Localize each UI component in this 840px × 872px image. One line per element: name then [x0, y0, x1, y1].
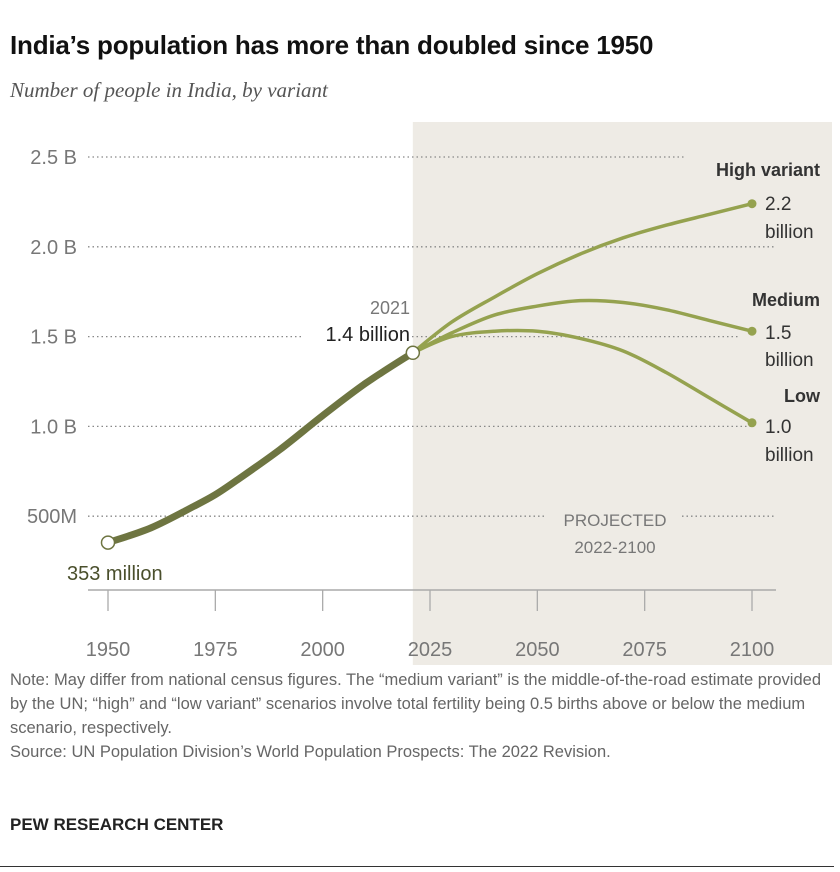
projected-label: PROJECTED [564, 511, 667, 530]
series-name-label: Low [784, 386, 821, 406]
note-text: Note: May differ from national census fi… [10, 671, 822, 737]
footnote: Note: May differ from national census fi… [10, 668, 825, 764]
end-point-high-variant [747, 199, 757, 209]
series-name-label: Medium [752, 290, 820, 310]
end-point-medium [747, 326, 757, 336]
y-tick-label: 1.0 B [30, 416, 77, 438]
chart-subtitle: Number of people in India, by variant [10, 78, 328, 102]
chart-title: India’s population has more than doubled… [10, 30, 654, 60]
x-tick-label: 2025 [408, 639, 453, 661]
series-name-label: High variant [716, 160, 820, 180]
start-value-label: 353 million [67, 563, 163, 585]
end-unit-label: billion [765, 445, 814, 466]
start-point [100, 535, 116, 550]
x-tick-label: 2100 [730, 639, 775, 661]
brand-logo-text: PEW RESEARCH CENTER [10, 815, 224, 834]
end-point-2021 [405, 345, 421, 361]
x-tick-label: 2050 [515, 639, 560, 661]
y-tick-label: 2.0 B [30, 237, 77, 259]
projection-shading [412, 122, 832, 665]
bottom-rule [0, 866, 834, 867]
series-line-high-variant [411, 201, 754, 355]
series-line-medium [411, 298, 754, 355]
historical-line [104, 349, 417, 547]
projected-range-label: 2022-2100 [574, 538, 655, 557]
y-tick-label: 2.5 B [30, 147, 77, 169]
x-tick-label: 2075 [622, 639, 667, 661]
x-tick-label: 2000 [300, 639, 345, 661]
y-tick-label: 500M [27, 506, 77, 528]
end-unit-label: billion [765, 222, 814, 243]
x-tick-label: 1975 [193, 639, 238, 661]
population-line-chart: 500M 1.0 B 1.5 B 2.0 B 2.5 B 1950 1975 2000 2025… [27, 122, 832, 665]
series-line-low [411, 328, 754, 425]
source-text: Source: UN Population Division’s World P… [10, 743, 611, 761]
end-unit-label: billion [765, 350, 814, 371]
end-value-label: 1.0 [765, 417, 791, 438]
end-value-label: 2.2 [765, 194, 791, 215]
end-value-label: 1.5 [765, 323, 791, 344]
year-2021-label: 2021 [370, 298, 410, 318]
current-value-label: 1.4 billion [325, 324, 410, 346]
y-tick-label: 1.5 B [30, 327, 77, 349]
x-tick-label: 1950 [86, 639, 131, 661]
end-point-low [747, 418, 757, 428]
